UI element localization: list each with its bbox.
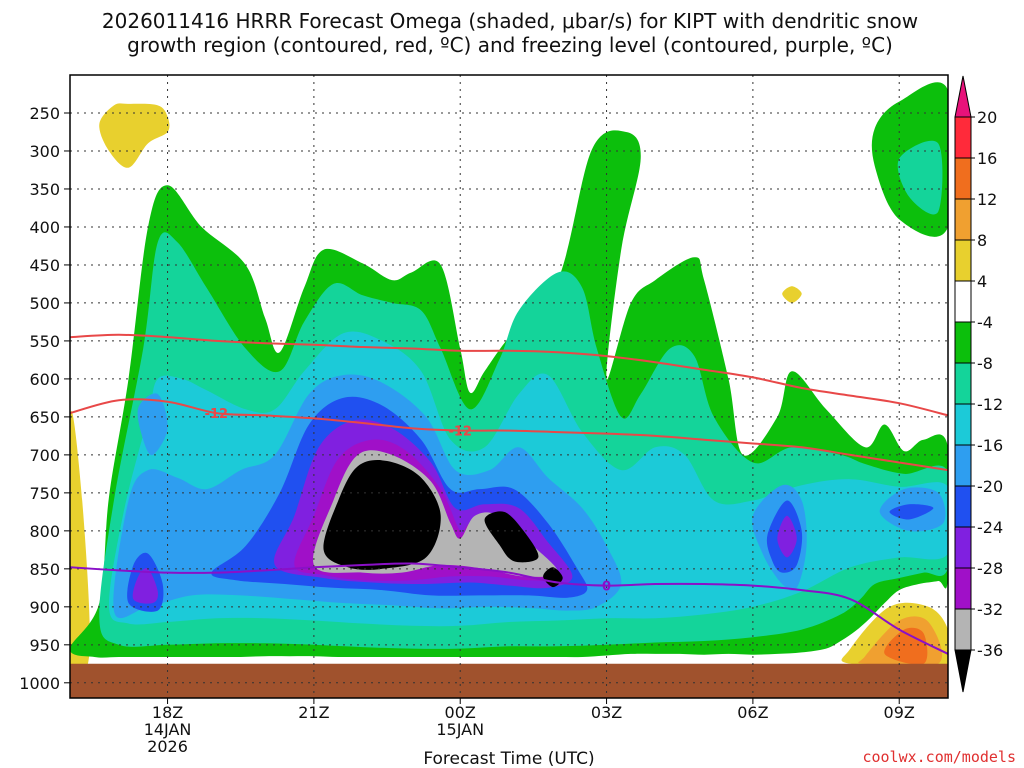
colorbar-swatch-1 (954, 157, 972, 200)
colorbar: 20 16 12 8 4 -4 -8 -12 -16 -20 -24 -28 -32 -36 (954, 75, 1003, 693)
y-tick-label-600: 600 (29, 370, 60, 389)
colorbar-label-1: 16 (977, 149, 997, 168)
colorbar-bottom-arrow (954, 649, 972, 693)
colorbar-swatch-11 (954, 567, 972, 610)
colorbar-swatch-0 (954, 116, 972, 159)
y-tick-label-700: 700 (29, 446, 60, 465)
colorbar-label-12: -32 (977, 600, 1003, 619)
y-tick-label-500: 500 (29, 294, 60, 313)
colorbar-label-10: -24 (977, 518, 1003, 537)
y-tick-label-750: 750 (29, 484, 60, 503)
y-tick-label-400: 400 (29, 218, 60, 237)
grid (70, 75, 948, 698)
colorbar-swatch-5 (954, 321, 972, 364)
y-tick-label-850: 850 (29, 560, 60, 579)
omega-region--24to-28-19 (132, 568, 158, 604)
omega-region-4to8-1 (782, 286, 802, 303)
omega-shading (70, 82, 948, 698)
colorbar-swatch-3 (954, 239, 972, 282)
x-tick-label-21-0: 21Z (298, 703, 329, 722)
colorbar-swatch-10 (954, 526, 972, 569)
y-tick-label-800: 800 (29, 522, 60, 541)
omega-region--24to-28-21 (777, 515, 797, 558)
colorbar-swatch-8 (954, 444, 972, 487)
x-tick-label-18-1: 14JAN (144, 720, 192, 739)
x-tick-label-24-1: 15JAN (436, 720, 484, 739)
colorbar-label-5: -4 (977, 313, 993, 332)
colorbar-label-6: -8 (977, 354, 993, 373)
isotherm-line-1 (70, 333, 948, 417)
colorbar-label-13: -36 (977, 641, 1003, 660)
y-tick-label-300: 300 (29, 142, 60, 161)
colorbar-label-8: -16 (977, 436, 1003, 455)
y-axis: 250 300 350 400 450 500 550 600 650 700 750 800 850 9… (19, 104, 70, 693)
x-tick-label-30-0: 06Z (737, 703, 768, 722)
x-axis-label: Forecast Time (UTC) (423, 749, 594, 768)
x-tick-label-18-2: 2026 (147, 737, 188, 756)
plot-frame (69, 74, 949, 699)
colorbar-swatch-6 (954, 362, 972, 405)
y-tick-label-550: 550 (29, 332, 60, 351)
y-tick-label-450: 450 (29, 256, 60, 275)
omega-region-below-36-25 (484, 511, 539, 563)
y-tick-label-250: 250 (29, 104, 60, 123)
y-tick-label-1000: 1000 (19, 674, 60, 693)
colorbar-label-9: -20 (977, 477, 1003, 496)
colorbar-swatch-7 (954, 403, 972, 446)
x-tick-label-18-0: 18Z (152, 703, 183, 722)
x-tick-label-24-0: 00Z (445, 703, 476, 722)
omega-region--16to-20-12 (137, 393, 168, 456)
chart-title-line-1: 2026011416 HRRR Forecast Omega (shaded, … (102, 9, 918, 33)
x-tick-label-27-0: 03Z (591, 703, 622, 722)
y-tick-label-900: 900 (29, 598, 60, 617)
isotherm-line-0 (70, 398, 948, 472)
colorbar-label-7: -12 (977, 395, 1003, 414)
isotherm-contours: -12 -12 0 (70, 333, 948, 655)
y-tick-label-950: 950 (29, 636, 60, 655)
omega-region--8to-12-9 (897, 140, 943, 215)
x-tick-label-33-0: 09Z (884, 703, 915, 722)
omega-region-ground-27 (70, 663, 948, 698)
watermark: coolwx.com/models (862, 748, 1016, 766)
colorbar-swatch-2 (954, 198, 972, 241)
colorbar-swatch-4 (954, 280, 972, 323)
isotherm-label-0-0: -12 (205, 407, 229, 422)
colorbar-top-arrow (954, 75, 972, 118)
colorbar-label-11: -28 (977, 559, 1003, 578)
y-tick-label-350: 350 (29, 180, 60, 199)
omega-region-below-36-24 (323, 460, 441, 570)
colorbar-label-3: 8 (977, 231, 987, 250)
isotherm-label-0-1: -12 (448, 425, 472, 440)
isotherm-line-2 (70, 562, 948, 655)
colorbar-label-2: 12 (977, 190, 997, 209)
colorbar-swatch-12 (954, 608, 972, 651)
colorbar-label-4: 4 (977, 272, 987, 291)
omega-region--20to-24-18 (889, 504, 934, 520)
omega-region-4to8-0 (99, 103, 170, 168)
colorbar-swatch-9 (954, 485, 972, 528)
chart-title-line-2: growth region (contoured, red, ºC) and f… (127, 33, 893, 57)
y-tick-label-650: 650 (29, 408, 60, 427)
omega-region-12to16-5 (884, 627, 928, 665)
isotherm-label-2-0: 0 (602, 580, 611, 595)
colorbar-label-0: 20 (977, 108, 997, 127)
omega-region-4to8-2 (70, 410, 90, 685)
